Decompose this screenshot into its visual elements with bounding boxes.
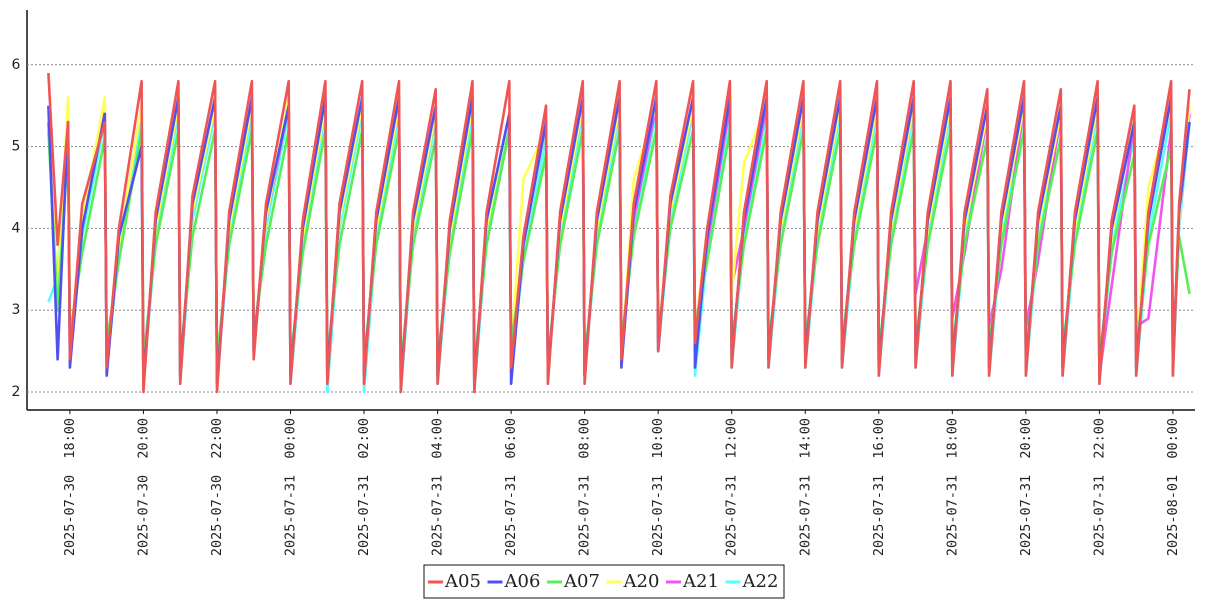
x-tick-label: 2025-07-31 00:00 — [283, 418, 299, 556]
y-tick-label: 4 — [12, 220, 21, 236]
y-tick-label: 6 — [12, 57, 21, 73]
y-tick-label: 5 — [12, 139, 21, 155]
x-tick-label: 2025-07-30 20:00 — [135, 418, 151, 556]
x-tick-label: 2025-07-31 06:00 — [503, 418, 519, 556]
legend-label: A07 — [563, 571, 600, 592]
x-tick-label: 2025-07-31 20:00 — [1018, 418, 1034, 556]
x-tick-label: 2025-07-31 02:00 — [356, 418, 372, 556]
x-tick-label: 2025-07-31 14:00 — [797, 418, 813, 556]
legend-label: A05 — [444, 571, 481, 592]
x-tick-label: 2025-07-31 08:00 — [577, 418, 593, 556]
series-line — [47, 72, 1191, 394]
legend-label: A21 — [682, 571, 719, 592]
x-tick-label: 2025-07-30 22:00 — [209, 418, 225, 556]
legend-label: A06 — [504, 571, 541, 592]
x-tick-label: 2025-07-30 18:00 — [62, 418, 78, 556]
legend-label: A20 — [623, 571, 660, 592]
x-tick-label: 2025-07-31 16:00 — [871, 418, 887, 556]
y-tick-label: 2 — [12, 384, 21, 400]
legend — [423, 564, 785, 599]
x-tick-label: 2025-07-31 10:00 — [650, 418, 666, 556]
x-tick-label: 2025-07-31 18:00 — [944, 418, 960, 556]
x-tick-label: 2025-07-31 22:00 — [1091, 418, 1107, 556]
x-tick-label: 2025-08-01 00:00 — [1165, 418, 1181, 556]
legend-label: A22 — [742, 571, 779, 592]
x-tick-label: 2025-07-31 12:00 — [724, 418, 740, 556]
y-tick-label: 3 — [12, 302, 21, 318]
x-tick-label: 2025-07-31 04:00 — [430, 418, 446, 556]
